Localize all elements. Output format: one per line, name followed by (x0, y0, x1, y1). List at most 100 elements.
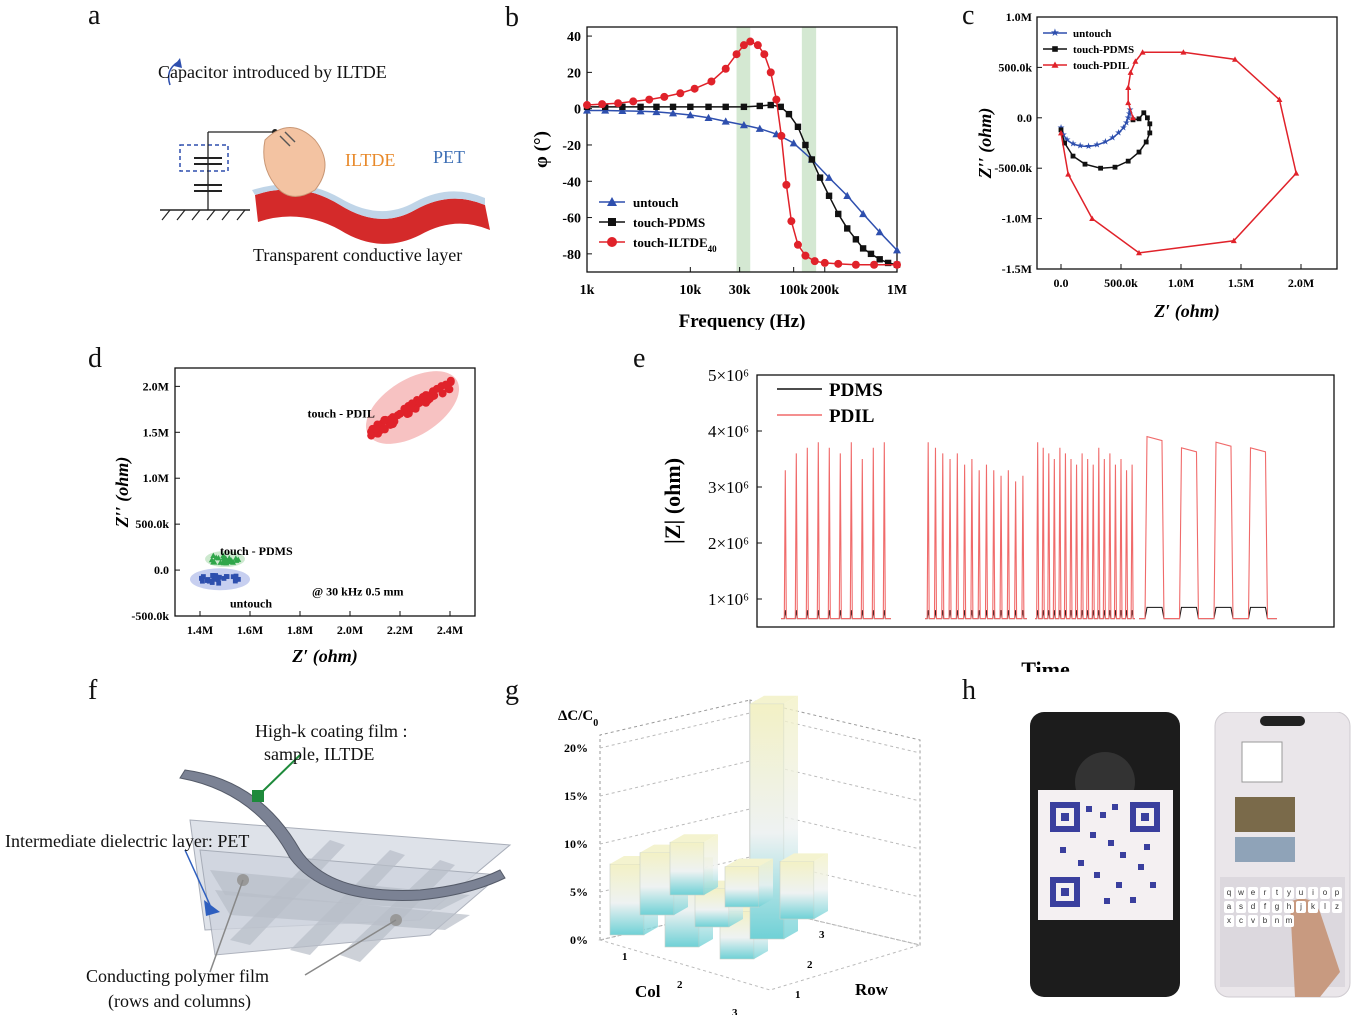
y-tick-label: -20 (562, 139, 581, 154)
keyboard-key[interactable]: e (1248, 887, 1258, 899)
keyboard-key[interactable]: j (1296, 901, 1306, 913)
chart-d: 2.0M 1.5M 1.0M 500.0k 0.0 -500.0k 1.4M 1.6M 1.8M… (112, 367, 476, 667)
data-point (875, 228, 884, 236)
data-point (782, 180, 791, 189)
panel-b-label: b (505, 2, 519, 33)
legend-label: touch-PDMS (1073, 44, 1134, 56)
keyboard-key[interactable]: s (1236, 901, 1246, 913)
keyboard-key[interactable]: b (1260, 915, 1270, 927)
arrow-head-icon (174, 58, 182, 68)
x-axis-label: Frequency (Hz) (679, 311, 806, 330)
data-point (732, 50, 741, 59)
data-point (766, 68, 775, 77)
keyboard-key[interactable]: q (1224, 887, 1234, 899)
data-point (371, 424, 380, 433)
keyboard-key[interactable]: v (1248, 915, 1258, 927)
data-point (211, 559, 218, 565)
data-point (690, 84, 699, 93)
y-tick-label: 500.0k (135, 517, 169, 531)
keyboard-key[interactable]: l (1320, 901, 1330, 913)
legend-label: PDMS (829, 380, 883, 401)
z-tick-label: 20% (564, 741, 588, 755)
data-point (755, 124, 764, 132)
annotation: @ 30 kHz 0.5 mm (312, 584, 404, 598)
keyboard-key[interactable]: z (1332, 901, 1342, 913)
data-point (432, 384, 441, 393)
keyboard-keys: q w e r t y u i o p a s d f g h j k l z … (1224, 887, 1346, 927)
x-tick-label: 2.0M (337, 623, 363, 637)
keyboard-key[interactable]: m (1284, 915, 1294, 927)
keyboard-key[interactable]: f (1260, 901, 1270, 913)
data-point: ★ (1093, 140, 1101, 150)
conductive-layer-label: Transparent conductive layer (253, 245, 463, 265)
y-tick-label: 2×10⁶ (708, 534, 749, 553)
data-point (233, 577, 239, 583)
photo-thumbnail-2 (1235, 837, 1295, 862)
y-axis-label: φ (°) (531, 131, 552, 168)
data-point (739, 41, 748, 50)
keyboard-key[interactable]: d (1248, 901, 1258, 913)
x-tick-label: 500.0k (1104, 276, 1138, 290)
keyboard-key[interactable]: h (1284, 901, 1294, 913)
keyboard-key[interactable]: p (1332, 887, 1342, 899)
data-point (816, 174, 824, 181)
z-tick-label: 0% (570, 933, 588, 947)
data-point (230, 574, 236, 580)
data-point (216, 574, 222, 580)
legend-marker (607, 237, 617, 247)
keyboard-key[interactable]: g (1272, 901, 1282, 913)
keyboard-key[interactable]: o (1320, 887, 1330, 899)
pulse-group (1035, 442, 1135, 620)
z-axis-label: ΔC/C0 (558, 708, 598, 729)
bar-front (669, 841, 705, 896)
keyboard-key[interactable]: t (1272, 887, 1282, 899)
keyboard-key[interactable]: k (1308, 901, 1318, 913)
x-tick-label: 2.4M (437, 623, 463, 637)
data-point (893, 246, 901, 254)
data-point (1132, 58, 1139, 64)
legend-marker (607, 197, 617, 206)
data-point (1136, 149, 1142, 155)
grid-line (749, 712, 921, 754)
data-point (438, 389, 447, 398)
data-point (601, 103, 609, 111)
keyboard-key[interactable]: x (1224, 915, 1234, 927)
data-point (810, 257, 819, 266)
data-point (767, 101, 774, 109)
data-point (1125, 99, 1132, 106)
y-axis-label: Z′′ (ohm) (975, 108, 996, 180)
keyboard-key[interactable]: y (1284, 887, 1294, 899)
keyboard-key[interactable]: w (1236, 887, 1246, 899)
data-point (400, 404, 409, 413)
data-point: ★ (1119, 123, 1127, 133)
keyboard-key[interactable]: a (1224, 901, 1234, 913)
grid-line (749, 760, 921, 802)
pdms-trace (925, 610, 1027, 620)
data-point (380, 416, 389, 425)
z-tick-label: 15% (564, 789, 588, 803)
data-point (1062, 140, 1067, 146)
panel-f-label: f (88, 675, 98, 706)
series-0: ★★★★★★★★★★★★★★★ (1057, 104, 1134, 151)
row-tick-label: 3 (819, 929, 825, 941)
keyboard-key[interactable]: i (1308, 887, 1318, 899)
panel-h-label: h (962, 675, 976, 706)
data-point (705, 103, 712, 111)
highlight-band (801, 27, 817, 272)
panel-d-label: d (88, 343, 102, 374)
keyboard-key[interactable]: n (1272, 915, 1282, 927)
data-point (825, 173, 834, 181)
keyboard-key[interactable]: c (1236, 915, 1246, 927)
keyboard-key[interactable]: u (1296, 887, 1306, 899)
data-point (1098, 165, 1103, 171)
bar-side (759, 858, 773, 907)
pdil-trace (781, 442, 891, 620)
keyboard-key[interactable]: r (1260, 887, 1270, 899)
data-point (859, 245, 867, 252)
x-tick-label: 1.0M (1168, 276, 1194, 290)
col-tick-label: 2 (677, 979, 683, 991)
data-point (777, 131, 786, 140)
data-point (1130, 114, 1136, 121)
data-point (1127, 69, 1134, 75)
y-tick-label: -500.0k (131, 609, 169, 623)
